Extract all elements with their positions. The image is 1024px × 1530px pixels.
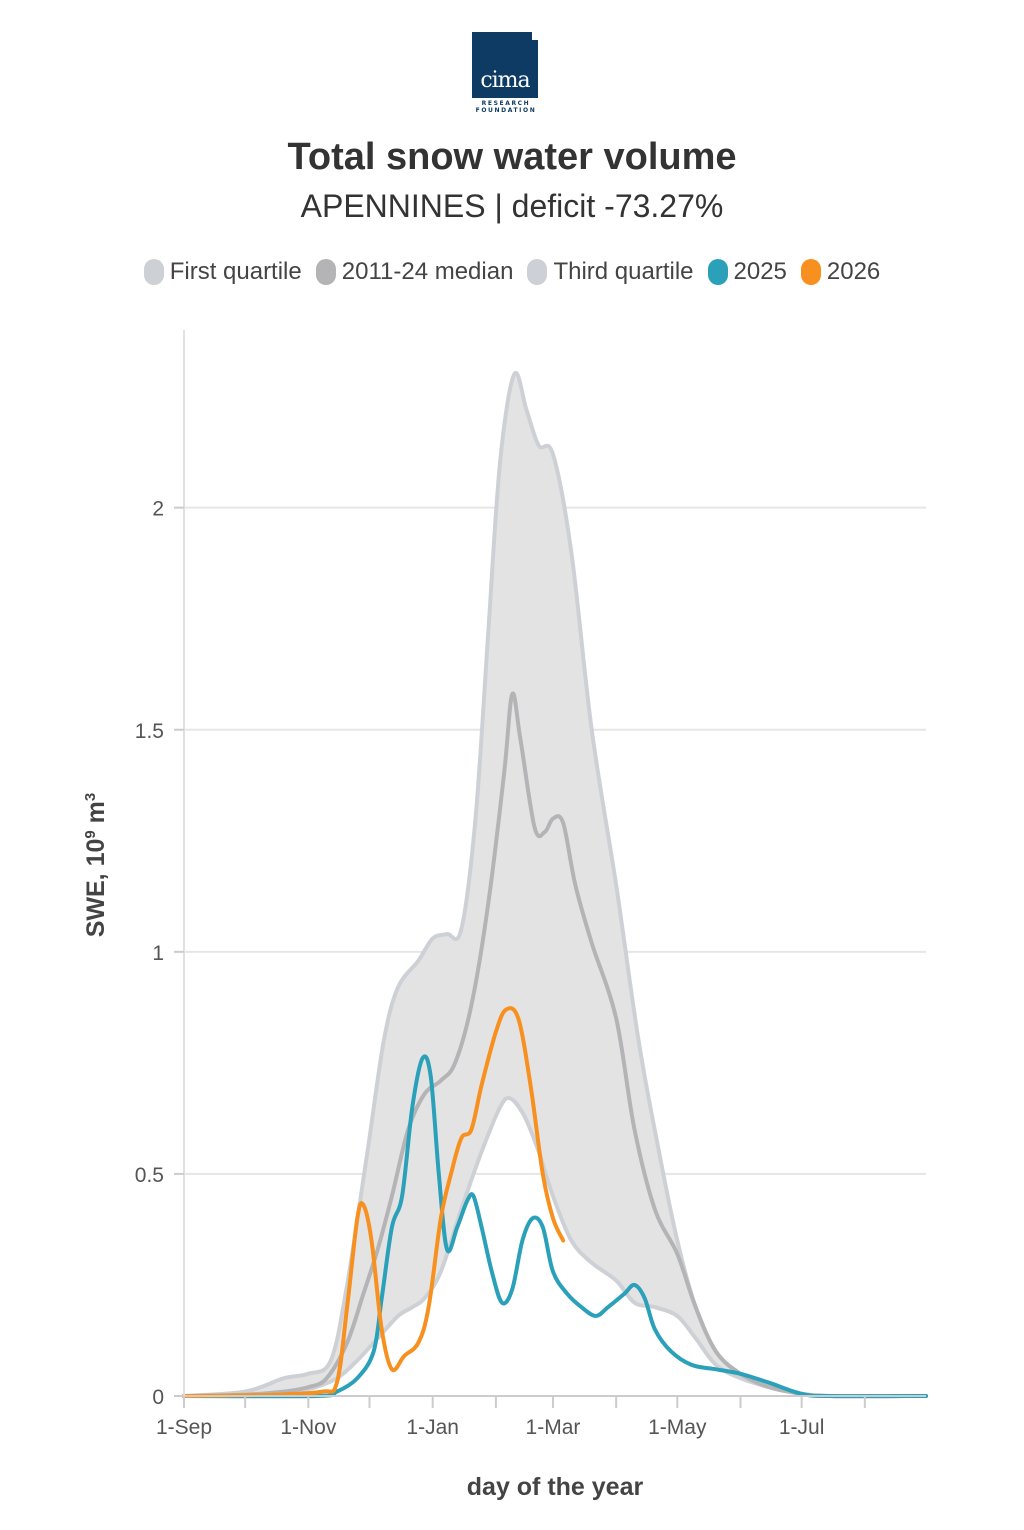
legend-label-third-quartile: Third quartile [553,258,694,285]
legend-item-median[interactable]: 2011-24 median [315,258,514,286]
y-axis-title-unit: m [82,801,110,830]
y-tick-label: 0.5 [135,1164,164,1187]
y-axis-title: SWE, 109 m3 [82,793,110,938]
series-line-2025 [182,1054,928,1399]
x-tick-label: 1-Jan [406,1416,459,1439]
legend-label-2025: 2025 [733,258,787,285]
legend-item-first-quartile[interactable]: First quartile [143,258,302,286]
x-tick-label: 1-May [648,1416,707,1439]
chart-title: Total snow water volume [287,136,737,178]
legend-item-2026[interactable]: 2026 [800,258,881,286]
legend-label-median: 2011-24 median [341,258,514,285]
legend-item-2025[interactable]: 2025 [707,258,787,286]
y-tick-label: 1.5 [135,720,164,743]
legend-swatch-first-quartile [143,259,164,285]
legend-swatch-2025 [707,259,728,285]
x-axis-title: day of the year [467,1473,644,1501]
cima-logo: cima RESEARCH FOUNDATION [472,32,540,114]
quartile-band [184,372,926,1397]
x-tick-label: 1-Nov [280,1416,337,1439]
y-tick-label: 2 [152,498,164,521]
y-tick-label: 0 [152,1386,164,1409]
logo-square: cima [472,32,540,98]
logo-wordmark: cima [480,68,530,93]
y-axis-title-main: SWE, 10 [82,839,110,938]
legend-swatch-median [315,259,336,285]
x-tick-label: 1-Mar [526,1416,581,1439]
y-axis-title-exponent: 9 [82,830,99,838]
series-line-2026 [182,1006,566,1398]
legend-label-2026: 2026 [826,258,881,285]
legend-swatch-third-quartile [527,259,548,285]
y-tick-label: 1 [152,942,164,965]
x-tick-label: 1-Sep [156,1416,212,1439]
logo-subtext-line2: FOUNDATION [475,107,537,114]
chart-subtitle: APENNINES | deficit -73.27% [300,188,724,224]
y-axis-title-unit-exponent: 3 [82,793,99,801]
logo-corner [532,32,540,40]
series-line-median [182,691,928,1399]
legend-item-third-quartile[interactable]: Third quartile [527,258,694,286]
logo-subtext-line1: RESEARCH [481,100,531,107]
x-tick-label: 1-Jul [779,1416,825,1439]
legend-swatch-2026 [800,259,821,285]
tick-layer: 0 0.5 1 1.5 2 1-Sep 1-Nov 1-Jan 1-Mar 1-May 1-Jul [135,498,866,1439]
legend-label-first-quartile: First quartile [169,258,302,285]
chart-legend: First quartile 2011-24 median Third quar… [0,258,1024,286]
